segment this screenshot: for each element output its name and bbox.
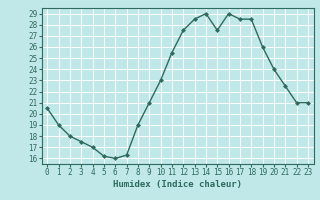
X-axis label: Humidex (Indice chaleur): Humidex (Indice chaleur) [113,180,242,189]
